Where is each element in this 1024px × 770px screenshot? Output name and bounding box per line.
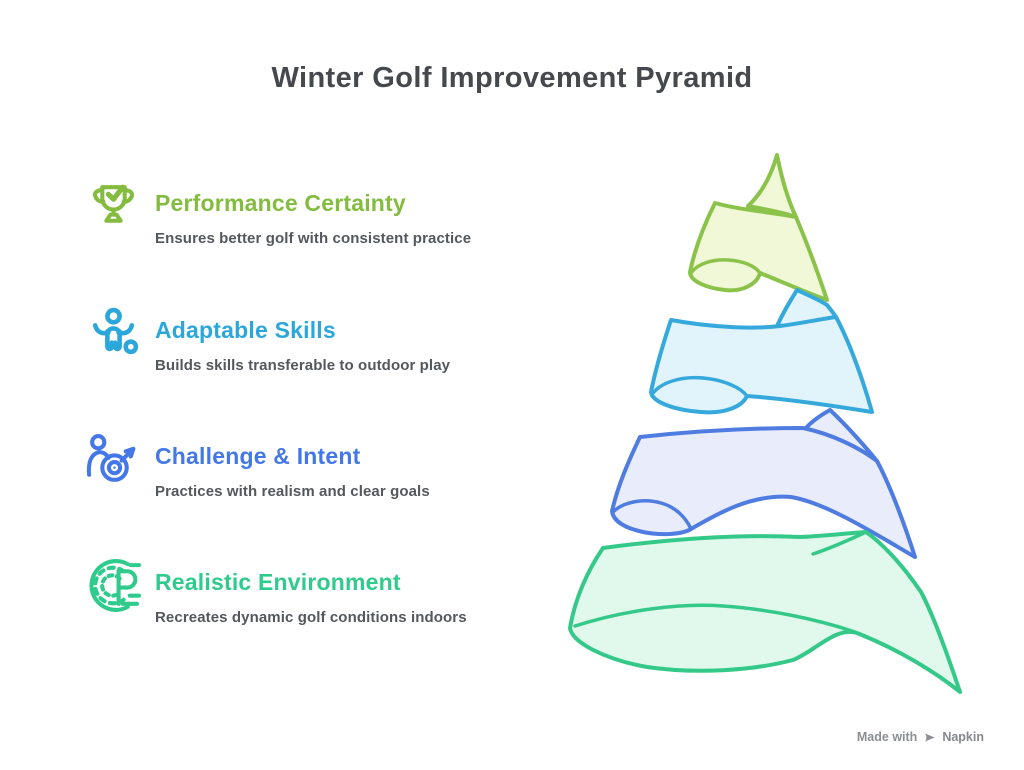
list-item-challenge-intent: Challenge & Intent Practices with realis…: [85, 431, 565, 500]
item-heading: Challenge & Intent: [155, 443, 361, 469]
pyramid-level-4-crease: [811, 530, 868, 556]
item-heading: Adaptable Skills: [155, 317, 336, 343]
pyramid-level-4-rim: [573, 603, 857, 634]
napkin-brand-label: Napkin: [942, 730, 984, 744]
made-with-label: Made with: [856, 730, 918, 744]
item-description: Builds skills transferable to outdoor pl…: [155, 357, 451, 375]
item-description: Practices with realism and clear goals: [155, 483, 430, 501]
spiral-pyramid-illustration: [568, 153, 962, 694]
trophy-check-icon: [85, 178, 142, 235]
item-heading: Performance Certainty: [155, 190, 406, 216]
list-item-realistic-environment: Realistic Environment Recreates dynamic …: [85, 557, 565, 626]
pyramid-level-1-tip: [746, 153, 798, 219]
pyramid-level-2-ribbon: [649, 315, 874, 415]
pyramid-level-1-ribbon: [688, 201, 829, 302]
list-item-performance-certainty: Performance Certainty Ensures better gol…: [85, 178, 565, 247]
napkin-logo-icon: [925, 732, 935, 742]
golf-range-icon: [85, 557, 142, 614]
person-arms-up-icon: [85, 305, 142, 362]
item-description: Ensures better golf with consistent prac…: [155, 230, 472, 248]
pyramid-level-3-rim: [611, 499, 693, 531]
item-description: Recreates dynamic golf conditions indoor…: [155, 609, 467, 627]
item-heading: Realistic Environment: [155, 569, 401, 595]
pyramid-level-2-rim: [651, 375, 749, 398]
person-target-icon: [85, 431, 142, 488]
made-with-napkin-credit: Made with Napkin: [857, 730, 984, 744]
pyramid-level-1-rim: [689, 258, 762, 275]
page-title: Winter Golf Improvement Pyramid: [271, 62, 753, 94]
list-item-adaptable-skills: Adaptable Skills Builds skills transfera…: [85, 305, 565, 374]
